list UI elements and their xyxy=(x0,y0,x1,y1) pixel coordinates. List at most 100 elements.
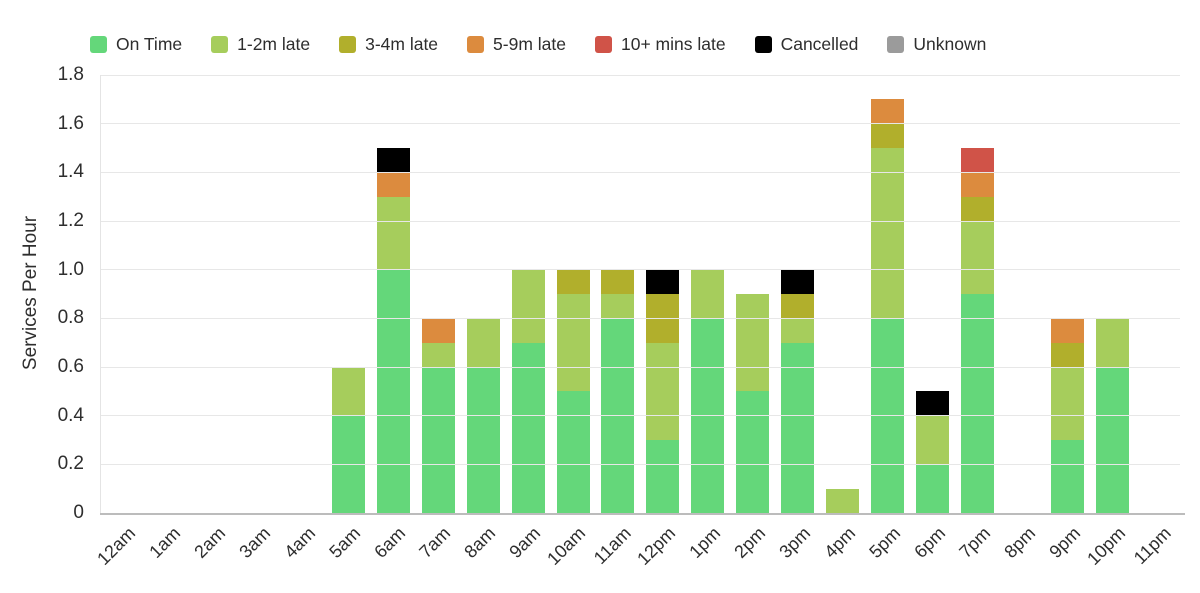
y-axis-tick-label: 0.2 xyxy=(57,453,84,475)
y-axis-tick-label: 1.2 xyxy=(57,210,84,231)
bar-segment-on-time xyxy=(736,391,770,513)
plot-area xyxy=(100,74,1185,515)
bar-segment-1-2m-late xyxy=(646,342,680,440)
bar-segment-1-2m-late xyxy=(961,221,995,294)
bar-5pm xyxy=(865,75,910,513)
gridline xyxy=(101,269,1180,271)
legend-label: On Time xyxy=(116,34,183,54)
bar-segment-1-2m-late xyxy=(691,269,725,319)
legend-swatch-icon xyxy=(467,36,485,53)
x-axis-label: 8am xyxy=(460,523,500,562)
x-axis-label: 7pm xyxy=(955,523,995,562)
bar-segment-3-4m-late xyxy=(601,269,635,295)
bar-3am xyxy=(236,75,281,513)
legend-item-10-mins-late[interactable]: 10+ mins late xyxy=(595,34,726,55)
x-axis-label: 11pm xyxy=(1129,523,1175,569)
bar-10am xyxy=(551,75,596,513)
legend-label: 10+ mins late xyxy=(621,34,726,54)
x-axis-label: 3pm xyxy=(775,523,815,562)
bar-segment-3-4m-late xyxy=(961,196,995,221)
bar-segment-on-time xyxy=(961,294,995,513)
bar-segment-5-9m-late xyxy=(421,318,455,343)
x-axis-label: 4pm xyxy=(820,523,860,562)
x-axis-label: 12am xyxy=(93,523,140,569)
x-axis-label: 6am xyxy=(370,523,410,562)
y-axis-tick-label: 0 xyxy=(73,502,84,523)
bar-segment-1-2m-late xyxy=(421,342,455,367)
y-axis-tick-label: 1.4 xyxy=(57,161,84,183)
gridline xyxy=(101,220,1180,222)
bar-segment-1-2m-late xyxy=(1050,367,1084,440)
x-axis-label: 2am xyxy=(190,523,230,562)
x-axis-label: 1pm xyxy=(685,523,725,562)
bar-segment-5-9m-late xyxy=(376,172,410,197)
bar-7am xyxy=(416,75,461,513)
x-axis-label: 6pm xyxy=(910,523,950,562)
bar-segment-3-4m-late xyxy=(556,269,590,295)
bar-segment-1-2m-late xyxy=(466,318,500,367)
y-axis-tick-label: 1.6 xyxy=(57,112,84,134)
legend-label: Unknown xyxy=(913,34,987,54)
legend-item-cancelled[interactable]: Cancelled xyxy=(754,34,858,55)
legend-label: 3-4m late xyxy=(365,34,439,54)
legend-item-on-time[interactable]: On Time xyxy=(90,34,182,55)
x-axis-label: 9pm xyxy=(1045,523,1085,562)
bar-segment-on-time xyxy=(1095,367,1129,513)
bar-segment-1-2m-late xyxy=(916,415,950,465)
x-axis-labels: 12am 1am 2am 3am 4am 5am 6am 7am 8am 9am 10am 11am 1… xyxy=(94,513,1180,593)
bar-7pm xyxy=(955,75,1000,513)
bar-segment-on-time xyxy=(376,269,410,513)
legend-item-unknown[interactable]: Unknown xyxy=(887,34,986,55)
bar-5am xyxy=(326,75,371,513)
x-axis-label: 12pm xyxy=(633,523,680,569)
bar-12pm xyxy=(640,75,685,513)
bar-9am xyxy=(506,75,551,513)
legend-label: 5-9m late xyxy=(493,34,566,54)
legend-swatch-icon xyxy=(339,36,357,53)
bar-segment-on-time xyxy=(466,367,500,513)
legend-swatch-icon xyxy=(595,36,612,53)
bar-9pm xyxy=(1045,75,1090,513)
bar-12am xyxy=(101,75,146,513)
bar-segment-3-4m-late xyxy=(781,294,815,319)
bar-6am xyxy=(371,75,416,513)
bar-segment-on-time xyxy=(1050,440,1084,513)
bar-10pm xyxy=(1090,75,1135,513)
bar-segment-cancelled xyxy=(376,148,410,173)
bar-segment-1-2m-late xyxy=(376,196,410,270)
bar-8am xyxy=(461,75,506,513)
gridline xyxy=(101,317,1180,319)
x-axis-label: 3am xyxy=(235,523,275,562)
bar-segment-cancelled xyxy=(916,391,950,416)
bar-8pm xyxy=(1000,75,1045,513)
bar-segment-1-2m-late xyxy=(601,294,635,319)
x-axis-baseline xyxy=(100,513,1185,515)
bar-2am xyxy=(191,75,236,513)
bar-segment-on-time xyxy=(421,367,455,513)
legend-swatch-icon xyxy=(754,36,772,53)
bars-container xyxy=(101,75,1180,513)
y-axis-tick-label: 0.8 xyxy=(57,307,84,329)
bar-segment-1-2m-late xyxy=(556,294,590,392)
bar-segment-cancelled xyxy=(781,269,815,295)
chart-legend: On Time 1-2m late 3-4m late 5-9m late 10+ mi… xyxy=(90,34,986,55)
bar-segment-3-4m-late xyxy=(1050,342,1084,367)
bar-segment-1-2m-late xyxy=(331,367,365,416)
legend-item-1-2m-late[interactable]: 1-2m late xyxy=(211,34,310,55)
gridline xyxy=(101,74,1180,76)
bar-segment-5-9m-late xyxy=(961,172,995,197)
bar-segment-5-9m-late xyxy=(1050,318,1084,343)
y-axis-tick-label: 1.8 xyxy=(57,64,84,85)
y-axis-tick-label: 0.6 xyxy=(57,356,84,377)
bar-segment-1-2m-late xyxy=(781,318,815,343)
gridline xyxy=(101,123,1180,125)
y-axis-tick-labels: 1.8 1.6 1.4 1.2 1.0 0.8 0.6 0.4 0.2 0 xyxy=(0,64,90,523)
x-axis-label: 2pm xyxy=(730,523,770,562)
x-axis-label: 10am xyxy=(543,523,590,569)
bar-1pm xyxy=(685,75,730,513)
bar-11pm xyxy=(1135,75,1180,513)
legend-item-3-4m-late[interactable]: 3-4m late xyxy=(339,34,438,55)
legend-item-5-9m-late[interactable]: 5-9m late xyxy=(467,34,566,55)
x-axis-label: 11am xyxy=(589,523,635,569)
